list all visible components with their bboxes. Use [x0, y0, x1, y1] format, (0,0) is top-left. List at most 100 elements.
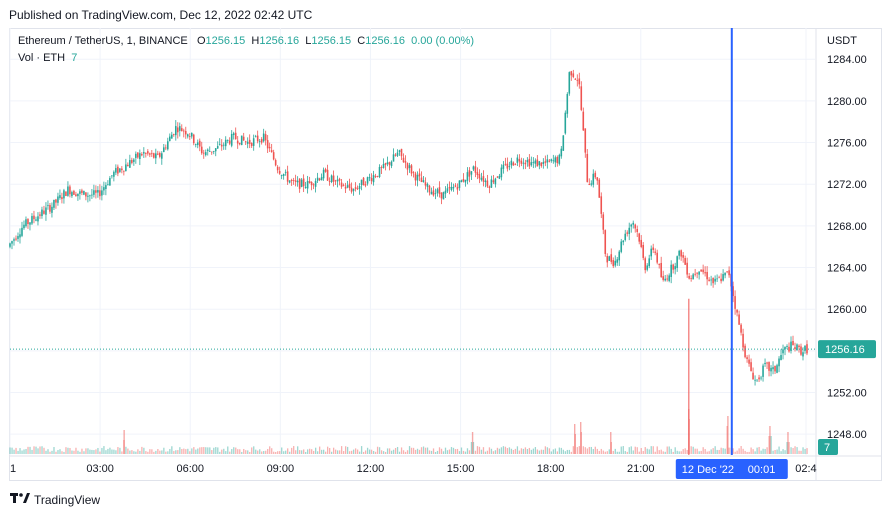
volume-bar: [428, 450, 431, 454]
tradingview-logo-icon: [10, 492, 30, 507]
candle-body: [256, 135, 259, 142]
volume-bar: [263, 451, 265, 454]
volume-bar: [732, 448, 734, 454]
volume-bar: [342, 451, 345, 454]
volume-bar: [121, 451, 123, 454]
candle-body: [93, 190, 95, 195]
volume-bar: [562, 449, 565, 454]
candle-body: [804, 345, 806, 351]
candle-body: [11, 241, 13, 244]
candle-body: [85, 192, 87, 197]
candle-body: [430, 191, 433, 195]
candle-body: [460, 180, 463, 182]
candle-body: [89, 195, 91, 197]
volume-bar: [11, 447, 13, 454]
candle-body: [200, 146, 203, 154]
candle-body: [400, 148, 403, 157]
volume-bar: [492, 451, 495, 454]
volume-label[interactable]: Vol · ETH: [18, 52, 66, 64]
volume-bar: [75, 447, 77, 454]
candle-body: [790, 341, 792, 351]
candle-body: [710, 279, 712, 281]
volume-bar: [680, 451, 682, 454]
volume-bar: [620, 446, 622, 454]
volume-bar: [786, 442, 788, 454]
volume-bar: [748, 451, 750, 454]
volume-bar: [460, 447, 463, 454]
volume-bar: [117, 447, 119, 454]
candle-body: [772, 367, 774, 370]
candle-body: [540, 162, 543, 167]
candle-body: [660, 262, 662, 278]
candle-body: [71, 192, 73, 197]
volume-bar: [696, 448, 698, 454]
crosshair-time-badge: [675, 459, 788, 479]
last-price-label: 1256.16: [825, 344, 865, 356]
candle-body: [344, 186, 347, 189]
volume-bar: [358, 451, 361, 454]
volume-bar: [225, 451, 227, 454]
volume-bar: [432, 448, 435, 454]
volume-bar: [47, 449, 49, 454]
candle-body: [496, 176, 499, 178]
candle-body: [332, 175, 335, 182]
volume-bar: [145, 451, 147, 454]
candle-body: [234, 132, 237, 140]
volume-bar: [454, 449, 457, 454]
candle-body: [95, 190, 97, 193]
volume-bar: [41, 446, 43, 454]
volume-bar: [636, 447, 638, 454]
close-value: 1256.16: [365, 35, 405, 47]
candle-body: [77, 193, 79, 197]
candle-body: [232, 133, 235, 136]
candle-body: [210, 151, 213, 153]
candle-body: [520, 160, 523, 164]
candle-body: [115, 168, 117, 173]
candle-body: [300, 179, 303, 187]
volume-bar: [650, 446, 652, 454]
volume-bar: [251, 447, 253, 454]
volume-bar: [179, 447, 181, 454]
volume-bar: [796, 447, 798, 454]
volume-spike: [123, 430, 125, 454]
candle-body: [752, 372, 754, 380]
candle-body: [380, 167, 383, 168]
candle-body: [178, 126, 181, 131]
volume-bar: [285, 450, 287, 454]
volume-bar: [708, 451, 710, 454]
volume-bar: [205, 447, 207, 454]
volume-bar: [21, 450, 23, 454]
candle-body: [578, 78, 581, 85]
volume-value: 7: [71, 52, 78, 64]
volume-bar: [95, 449, 97, 454]
candle-body: [105, 185, 107, 190]
candle-body: [170, 134, 173, 139]
candle-body: [488, 186, 491, 188]
candle-body: [180, 128, 183, 132]
last-volume-label: 7: [824, 442, 830, 454]
volume-bar: [303, 449, 305, 454]
candle-body: [408, 165, 411, 168]
candle-body: [580, 86, 583, 110]
volume-bar: [293, 446, 295, 454]
volume-bar: [330, 451, 333, 454]
candle-body: [670, 264, 672, 277]
volume-bar: [175, 450, 177, 454]
candle-body: [264, 134, 267, 141]
volume-bar: [734, 451, 736, 454]
volume-bar: [346, 446, 349, 454]
volume-bar: [115, 450, 117, 454]
volume-bar: [129, 450, 131, 454]
candle-body: [258, 140, 261, 142]
x-tick-label: 09:00: [267, 463, 295, 475]
volume-bar: [690, 446, 692, 454]
candle-body: [592, 173, 595, 185]
volume-bar: [530, 449, 533, 454]
candle-body: [666, 278, 668, 280]
volume-bar: [508, 447, 511, 454]
symbol-title[interactable]: Ethereum / TetherUS, 1, BINANCE: [18, 35, 188, 47]
volume-bar: [255, 449, 257, 454]
candle-body: [702, 269, 704, 273]
volume-bar: [396, 446, 399, 454]
